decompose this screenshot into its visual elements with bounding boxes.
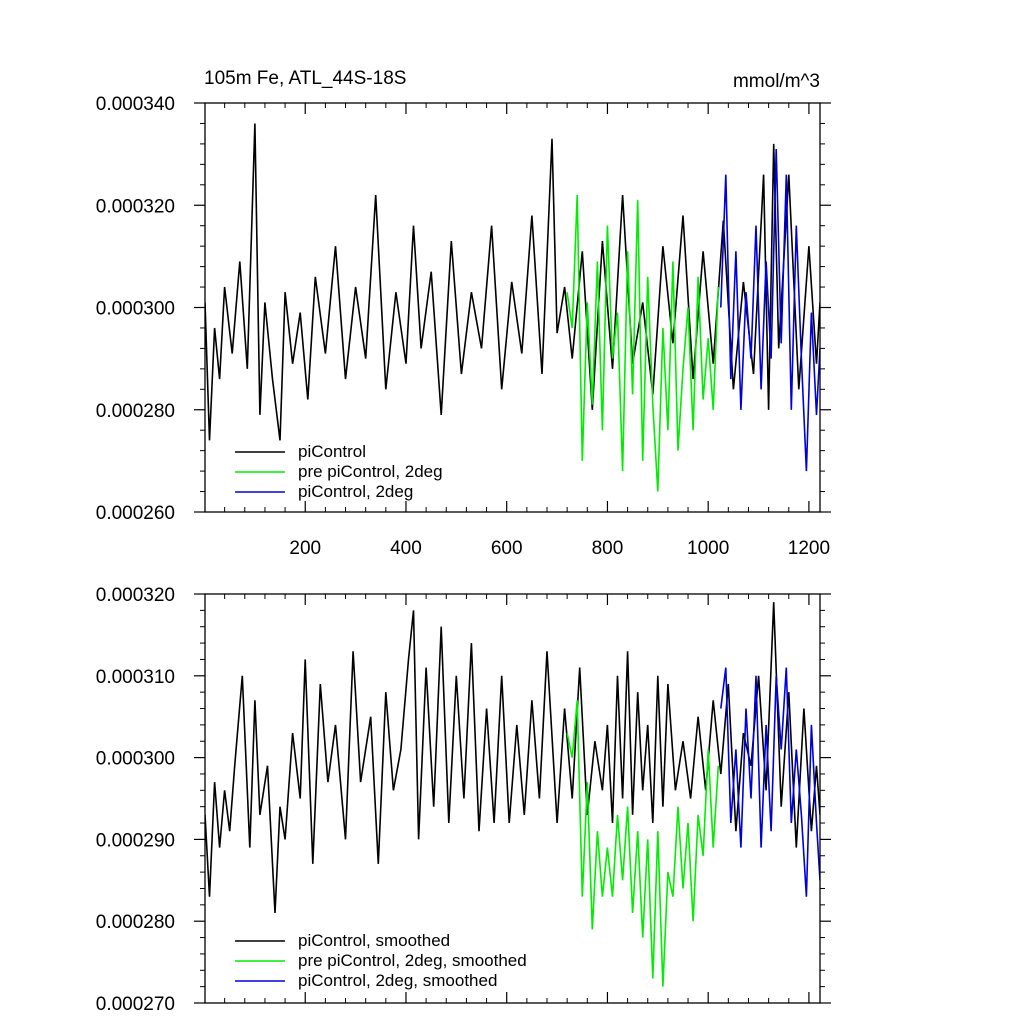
y-tick-label: 0.000310	[96, 667, 175, 688]
series-line-0	[205, 602, 820, 914]
y-tick-label: 0.000320	[96, 196, 175, 217]
top-axes: 200 400 600 800 1000 1200 0.000260 0.000280 0.00…	[96, 94, 831, 559]
y-tick-label: 0.000320	[96, 585, 175, 606]
y-tick-label: 0.000300	[96, 299, 175, 320]
x-tick-label: 1000	[687, 538, 729, 559]
y-tick-label: 0.000270	[96, 994, 175, 1015]
chart-title: 105m Fe, ATL_44S-18S	[204, 68, 406, 89]
series-line-0	[205, 123, 820, 441]
series-line-2	[720, 667, 820, 897]
y-tick-label: 0.000280	[96, 912, 175, 933]
y-tick-label: 0.000280	[96, 401, 175, 422]
y-tick-label: 0.000300	[96, 749, 175, 770]
legend-label: piControl, 2deg, smoothed	[298, 971, 497, 990]
y-tick-label: 0.000290	[96, 830, 175, 851]
bottom-series-lines	[205, 602, 820, 987]
series-line-2	[720, 148, 820, 472]
legend-label: pre piControl, 2deg	[298, 462, 443, 481]
x-tick-label: 600	[491, 538, 523, 559]
x-tick-label: 200	[289, 538, 321, 559]
x-tick-label: 1200	[788, 538, 830, 559]
units-label: mmol/m^3	[733, 71, 820, 92]
y-tick-label: 0.000260	[96, 503, 175, 524]
series-line-1	[566, 194, 720, 492]
y-tick-label: 0.000340	[96, 94, 175, 115]
bottom-axes: 0.000270 0.000280 0.000290 0.000300 0.000310…	[96, 585, 831, 1015]
legend-label: pre piControl, 2deg, smoothed	[298, 951, 527, 970]
legend-label: piControl, smoothed	[298, 931, 450, 950]
legend-label: piControl, 2deg	[298, 482, 413, 501]
bottom-plot-frame	[204, 593, 821, 1004]
series-line-1	[566, 700, 720, 987]
top-plot-frame	[204, 102, 821, 513]
top-panel: 105m Fe, ATL_44S-18S mmol/m^3 200 400 600 8…	[96, 68, 831, 559]
x-tick-label: 400	[390, 538, 422, 559]
top-series-lines	[205, 123, 820, 492]
x-tick-label: 800	[592, 538, 624, 559]
bottom-panel: 0.000270 0.000280 0.000290 0.000300 0.000310…	[96, 585, 831, 1015]
legend-label: piControl	[298, 442, 366, 461]
